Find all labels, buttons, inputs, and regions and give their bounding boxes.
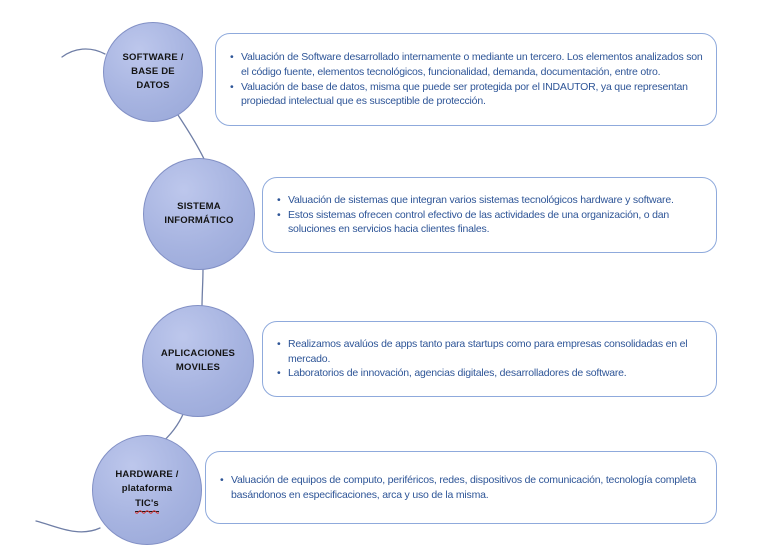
bullet-item: Valuación de sistemas que integran vario… [277, 193, 708, 208]
bullet-item: Estos sistemas ofrecen control efectivo … [277, 208, 708, 238]
bullet-item: Realizamos avalúos de apps tanto para st… [277, 337, 708, 367]
callout-aplicaciones-moviles: Realizamos avalúos de apps tanto para st… [262, 321, 717, 397]
connector-circle1-circle2 [175, 111, 206, 162]
callout-hardware-plataforma-tics: Valuación de equipos de computo, perifér… [205, 451, 717, 524]
bullet-item: Valuación de Software desarrollado inter… [230, 50, 708, 80]
bullet-list: Realizamos avalúos de apps tanto para st… [271, 337, 708, 382]
bullet-list: Valuación de equipos de computo, perifér… [214, 473, 708, 503]
callout-sistema-informatico: Valuación de sistemas que integran vario… [262, 177, 717, 253]
bullet-list: Valuación de sistemas que integran vario… [271, 193, 708, 238]
circle-label-line: SISTEMA [177, 200, 221, 212]
circle-label-line: HARDWARE / [115, 469, 179, 481]
connector-circle2-circle3 [201, 268, 204, 308]
connector-left-tail-bottom [35, 520, 101, 533]
circle-label-line: DATOS [136, 80, 170, 92]
circle-label-line: MOVILES [175, 362, 221, 373]
bullet-item: Laboratorios de innovación, agencias dig… [277, 366, 708, 381]
circle-label-line: plataforma [121, 483, 173, 495]
topic-circle-sistema-informatico: SISTEMA INFORMÁTICO [143, 158, 255, 270]
callout-software-base-de-datos: Valuación de Software desarrollado inter… [215, 33, 717, 126]
bullet-list: Valuación de Software desarrollado inter… [224, 50, 708, 110]
bullet-item: Valuación de equipos de computo, perifér… [220, 473, 708, 503]
connector-left-tail-top [61, 48, 106, 58]
topic-circle-hardware-plataforma-tics: HARDWARE / plataforma TIC's [92, 435, 202, 545]
circle-label-line: BASE DE [131, 65, 175, 77]
topic-circle-software-base-de-datos: SOFTWARE / BASE DE DATOS [103, 22, 203, 122]
topic-circle-aplicaciones-moviles: APLICACIONES MOVILES [142, 305, 254, 417]
bullet-item: Valuación de base de datos, misma que pu… [230, 80, 708, 110]
circle-label-line-misspelled: TIC's [135, 497, 159, 512]
circle-label-line: SOFTWARE / [122, 51, 184, 63]
circle-label-line: INFORMÁTICO [164, 215, 234, 226]
circle-label-line: APLICACIONES [160, 347, 236, 359]
